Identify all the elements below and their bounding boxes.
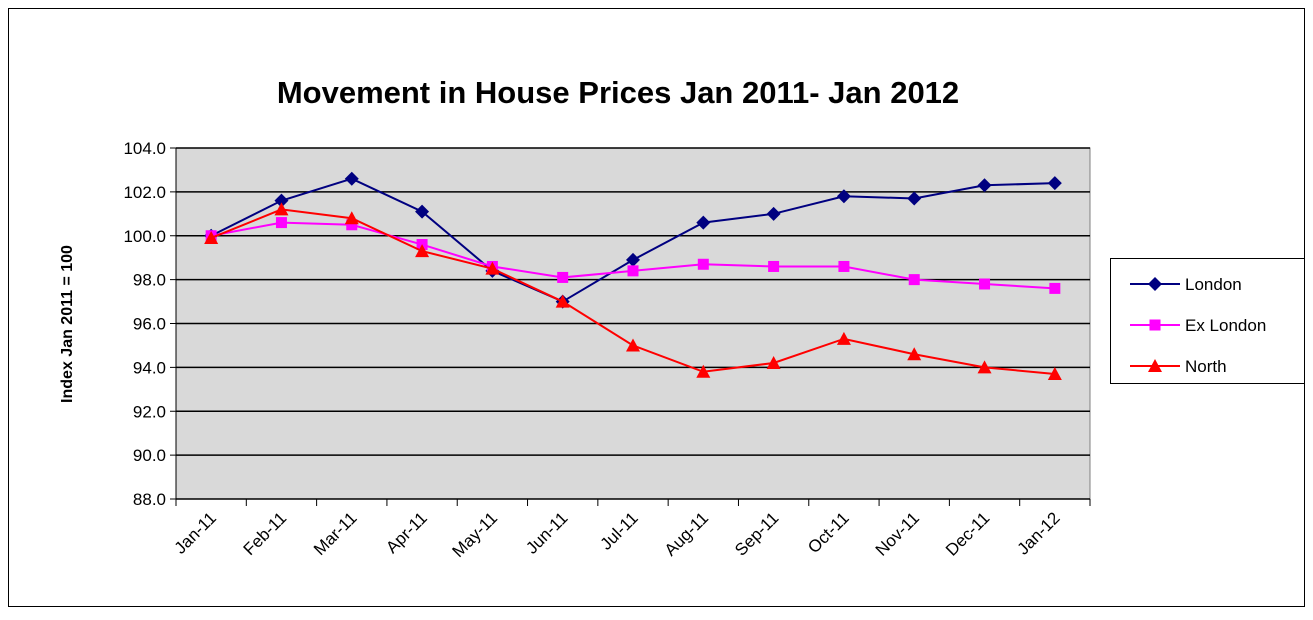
data-point (768, 260, 780, 272)
y-tick-label: 100.0 (123, 227, 166, 246)
data-point (1047, 176, 1062, 191)
data-point (766, 206, 781, 221)
data-point (977, 178, 992, 193)
data-point (1047, 366, 1062, 380)
y-axis-label: Index Jan 2011 = 100 (59, 245, 76, 403)
data-point (766, 355, 781, 369)
y-tick-label: 92.0 (133, 402, 166, 421)
y-tick-label: 104.0 (123, 139, 166, 158)
data-point (977, 360, 992, 374)
data-point (838, 260, 850, 272)
data-point (697, 258, 709, 270)
data-point (346, 219, 358, 231)
data-point (415, 244, 430, 258)
data-point (275, 217, 287, 229)
legend-label: North (1185, 357, 1227, 376)
y-tick-label: 94.0 (133, 358, 166, 377)
data-point (696, 364, 711, 378)
data-point (274, 202, 289, 216)
legend-marker (1148, 359, 1162, 372)
data-point (836, 189, 851, 204)
data-point (1049, 282, 1061, 294)
legend-label: London (1185, 275, 1242, 294)
data-point (626, 338, 640, 352)
data-point (557, 271, 569, 283)
data-point (344, 171, 359, 186)
data-point (696, 215, 711, 230)
data-point (204, 230, 219, 244)
data-point (979, 278, 991, 290)
y-tick-label: 98.0 (133, 271, 166, 290)
data-point (836, 331, 851, 345)
legend-box (1110, 258, 1305, 384)
data-point (274, 193, 289, 208)
legend-marker (1149, 319, 1161, 331)
data-point (415, 204, 430, 219)
data-point (907, 347, 922, 361)
y-tick-label: 102.0 (123, 183, 166, 202)
legend-marker (1148, 277, 1162, 291)
legend-label: Ex London (1185, 316, 1266, 335)
data-point (907, 191, 922, 206)
y-tick-label: 88.0 (133, 490, 166, 509)
data-point (908, 274, 920, 286)
data-point (485, 261, 500, 275)
y-tick-label: 96.0 (133, 315, 166, 334)
data-point (344, 211, 359, 225)
chart-title: Movement in House Prices Jan 2011- Jan 2… (277, 75, 959, 110)
data-point (555, 294, 570, 308)
y-tick-label: 90.0 (133, 446, 166, 465)
data-point (627, 265, 639, 277)
data-point (626, 252, 640, 267)
